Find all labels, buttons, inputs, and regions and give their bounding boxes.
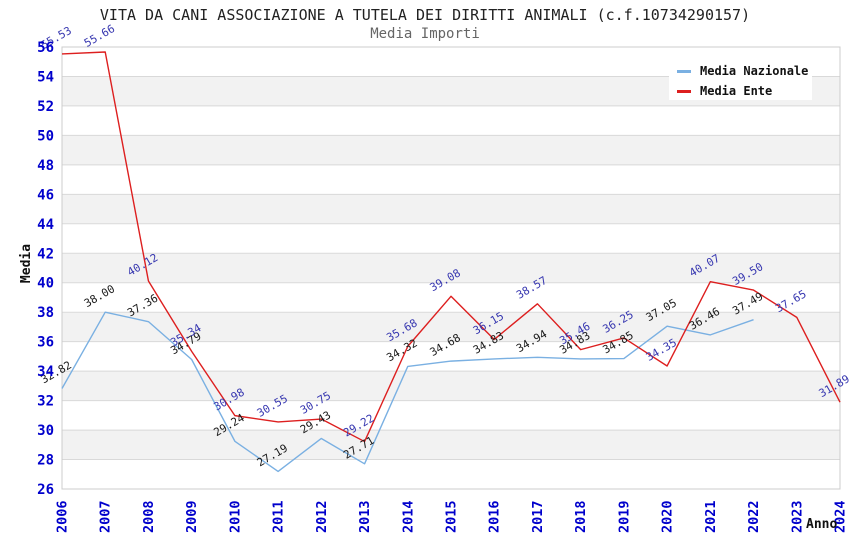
svg-text:2017: 2017 [530, 500, 546, 533]
svg-text:2019: 2019 [616, 500, 632, 533]
svg-text:32: 32 [37, 394, 54, 410]
svg-text:2016: 2016 [487, 500, 503, 533]
svg-text:37.65: 37.65 [773, 287, 808, 315]
svg-text:28: 28 [37, 453, 54, 469]
svg-text:2020: 2020 [660, 500, 676, 533]
svg-text:2014: 2014 [400, 500, 416, 533]
svg-text:30: 30 [37, 423, 54, 439]
x-axis-tick-labels: 2006 2007 2008 2009 2010 2011 2012 2013 2014 2015… [55, 500, 849, 533]
svg-text:36: 36 [37, 335, 54, 351]
svg-text:2012: 2012 [314, 500, 330, 533]
svg-text:2007: 2007 [98, 500, 114, 533]
svg-text:2021: 2021 [703, 500, 719, 533]
svg-text:2008: 2008 [141, 500, 157, 533]
chart-title: VITA DA CANI ASSOCIAZIONE A TUTELA DEI D… [99, 6, 751, 24]
svg-text:48: 48 [37, 158, 54, 174]
svg-text:50: 50 [37, 128, 54, 144]
plot-border [61, 46, 841, 490]
svg-text:2023: 2023 [789, 500, 805, 533]
svg-text:2018: 2018 [573, 500, 589, 533]
legend-label: Media Ente [700, 84, 773, 98]
x-axis-title: Anno [806, 517, 838, 532]
plot-bands [62, 76, 840, 460]
legend-item-media-nazionale: Media Nazionale [677, 61, 812, 81]
svg-text:2010: 2010 [227, 500, 243, 533]
svg-text:38.00: 38.00 [82, 282, 117, 310]
svg-text:2024: 2024 [833, 500, 849, 533]
svg-text:2009: 2009 [184, 500, 200, 533]
svg-text:42: 42 [37, 246, 54, 262]
svg-text:2015: 2015 [444, 500, 460, 533]
svg-text:34: 34 [37, 364, 54, 380]
svg-text:52: 52 [37, 99, 54, 115]
svg-text:26: 26 [37, 482, 54, 498]
svg-text:2022: 2022 [746, 500, 762, 533]
svg-text:40: 40 [37, 276, 54, 292]
svg-text:2013: 2013 [357, 500, 373, 533]
legend-label: Media Nazionale [700, 64, 809, 78]
chart-subtitle: Media Importi [370, 26, 480, 42]
series-line-1 [61, 51, 841, 443]
legend: Media Nazionale Media Ente [669, 53, 812, 100]
svg-text:44: 44 [37, 217, 54, 233]
svg-text:38: 38 [37, 305, 54, 321]
line-swatch-icon [677, 69, 691, 73]
gridlines [62, 75, 840, 461]
y-axis-tick-labels: 26 28 30 32 34 36 38 40 42 44 46 48 50 52 54 56 [37, 40, 54, 498]
svg-text:2006: 2006 [55, 500, 71, 533]
svg-text:46: 46 [37, 187, 54, 203]
svg-text:2011: 2011 [271, 500, 287, 533]
svg-text:54: 54 [37, 69, 54, 85]
legend-item-media-ente: Media Ente [677, 81, 812, 101]
y-axis-title: Media [19, 243, 35, 284]
svg-text:56: 56 [37, 40, 54, 56]
line-swatch-icon [677, 89, 691, 93]
